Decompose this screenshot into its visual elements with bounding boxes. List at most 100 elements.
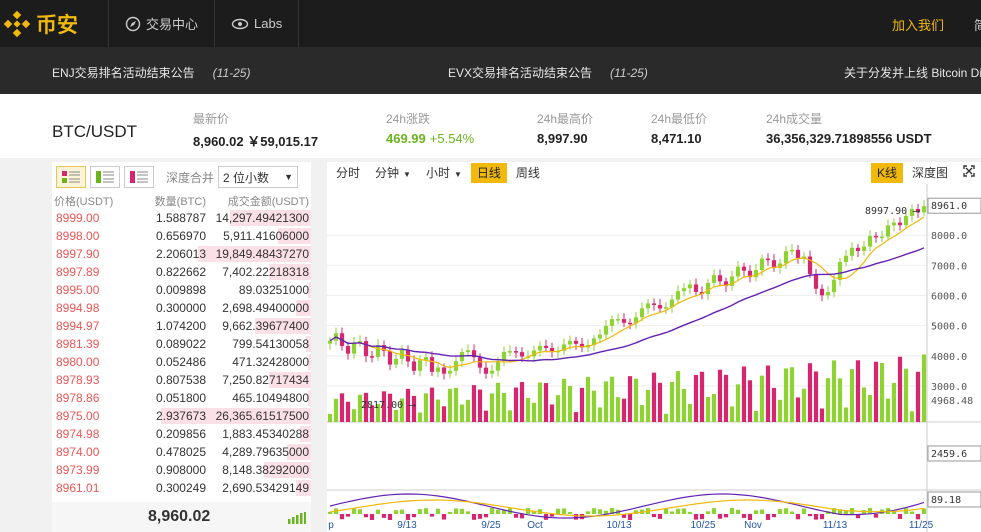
depth-bar [308,282,311,298]
order-row[interactable]: 8980.00 0.052486 471.32428000 [52,353,311,371]
order-row[interactable]: 8961.01 0.300249 2,690.53429149 [52,479,311,497]
depth-bar [300,426,311,442]
kline-mode-button[interactable]: K线 [870,163,903,183]
candle-body [849,247,855,256]
volume-bar [453,387,459,422]
macd-bar [591,508,597,514]
order-row[interactable]: 8998.00 0.656970 5,911.41606000 [52,227,311,245]
macd-bar [609,508,615,514]
macd-bar [903,508,909,514]
volume-bar [477,389,483,422]
macd-bar [693,514,699,520]
volume-bar [717,369,723,422]
order-row[interactable]: 8973.99 0.908000 8,148.38292000 [52,461,311,479]
book-bids-icon [96,171,114,183]
order-row[interactable]: 8981.39 0.089022 799.54130058 [52,335,311,353]
volume-bar [777,399,783,422]
volume-bar [759,375,765,422]
macd-bar [717,514,723,519]
volume-bar [507,410,513,422]
order-book: 深度合并 2 位小数 ▼ 价格(USDT) 数量(BTC) 成交金额(USDT)… [52,162,311,532]
interval-day-button[interactable]: 日线 [470,163,507,183]
order-row[interactable]: 8978.93 0.807538 7,250.82717434 [52,371,311,389]
volume-bar [621,398,627,422]
candle-body [597,334,603,339]
volume-bar [783,368,789,422]
candle-body [387,350,393,365]
order-price: 8980.00 [56,355,100,369]
compass-icon [125,16,141,31]
macd-bar [651,514,657,518]
announcement-item[interactable]: EVX交易排名活动结束公告 (11-25) [448,64,648,81]
order-price: 8973.99 [56,463,100,477]
announcement-item[interactable]: 关于分发并上线 Bitcoin Di [844,64,981,81]
fullscreen-button[interactable] [957,163,981,183]
order-row[interactable]: 8974.98 0.209856 1,883.45340288 [52,425,311,443]
interval-timeshare-button[interactable]: 分时 [330,163,366,183]
order-row[interactable]: 8997.89 0.822662 7,402.22218318 [52,263,311,281]
volume-bar [813,371,819,422]
interval-week-button[interactable]: 周线 [510,163,546,183]
depth-merge-select[interactable]: 2 位小数 ▼ [218,166,299,188]
view-bids-button[interactable] [90,166,120,188]
order-row[interactable]: 8994.98 0.300000 2,698.49400000 [52,299,311,317]
volume-bar [417,412,423,422]
candle-body [699,291,705,295]
stat-24h-change: 24h涨跌 469.99 +5.54% [386,110,474,146]
book-both-icon [62,171,80,183]
volume-bar [795,397,801,422]
order-price: 8994.98 [56,301,100,315]
interval-hour-button[interactable]: 小时 ▼ [420,163,468,183]
candle-body [795,249,801,259]
candle-body [807,256,813,275]
interval-minute-button[interactable]: 分钟 ▼ [369,163,417,183]
announcement-text: EVX交易排名活动结束公告 [448,66,593,80]
candle-body [549,347,555,353]
macd-bar [339,514,345,520]
order-row[interactable]: 8975.00 2.937673 26,365.61517500 [52,407,311,425]
order-row[interactable]: 8997.90 2.206013 19,849.48437270 [52,245,311,263]
candle-body [369,356,375,358]
candle-body [771,260,777,268]
candle-body [687,284,693,289]
depth-mode-button[interactable]: 深度图 [911,166,948,180]
logo[interactable]: 币安 [0,0,108,47]
price-tick-label: 7000.0 [931,261,967,272]
ma-short-line [329,216,925,369]
time-tick-label: 10/25 [690,520,715,531]
trading-pair: BTC/USDT [52,122,137,141]
macd-bar [495,509,501,514]
order-row[interactable]: 8978.86 0.051800 465.10494800 [52,389,311,407]
col-total: 成交金额(USDT) [227,195,309,208]
candle-body [765,258,771,261]
view-asks-button[interactable] [124,166,154,188]
nav-divider [108,0,109,47]
time-tick-label: 11/25 [909,520,934,531]
order-row[interactable]: 8999.00 1.588787 14,297.49421300 [52,209,311,227]
candle-body [711,275,717,283]
order-row[interactable]: 8994.97 1.074200 9,662.39677400 [52,317,311,335]
min-price-marker: 2817.00 ⟶ [361,400,416,411]
language-switch[interactable]: 简 [974,18,981,33]
order-amount: 2.937673 [155,409,206,423]
order-amount: 0.908000 [155,463,206,477]
time-tick-label: 9/13 [397,520,417,531]
join-us-link[interactable]: 加入我们 [892,18,945,33]
candle-body [669,299,675,308]
order-row[interactable]: 8995.00 0.009898 89.03251000 [52,281,311,299]
macd-bar [531,510,537,514]
candle-body [417,360,423,371]
candle-body [423,357,429,361]
announcement-item[interactable]: ENJ交易排名活动结束公告 (11-25) [52,64,250,81]
nav-item-labs[interactable]: Labs [215,0,298,47]
candle-body [483,367,489,374]
volume-bar [381,391,387,422]
candle-body [651,303,657,305]
announcement-date: (11-25) [610,66,648,80]
volume-value: 36,356,329.71898556 USDT [766,131,932,146]
kline-chart[interactable]: 8000.0 7000.0 6000.0 5000.0 4000.0 3000.0 8997… [327,184,981,532]
volume-bar [543,383,549,422]
view-both-button[interactable] [56,166,86,188]
order-row[interactable]: 8974.00 0.478025 4,289.79635000 [52,443,311,461]
nav-item-trade-center[interactable]: 交易中心 [109,0,214,47]
